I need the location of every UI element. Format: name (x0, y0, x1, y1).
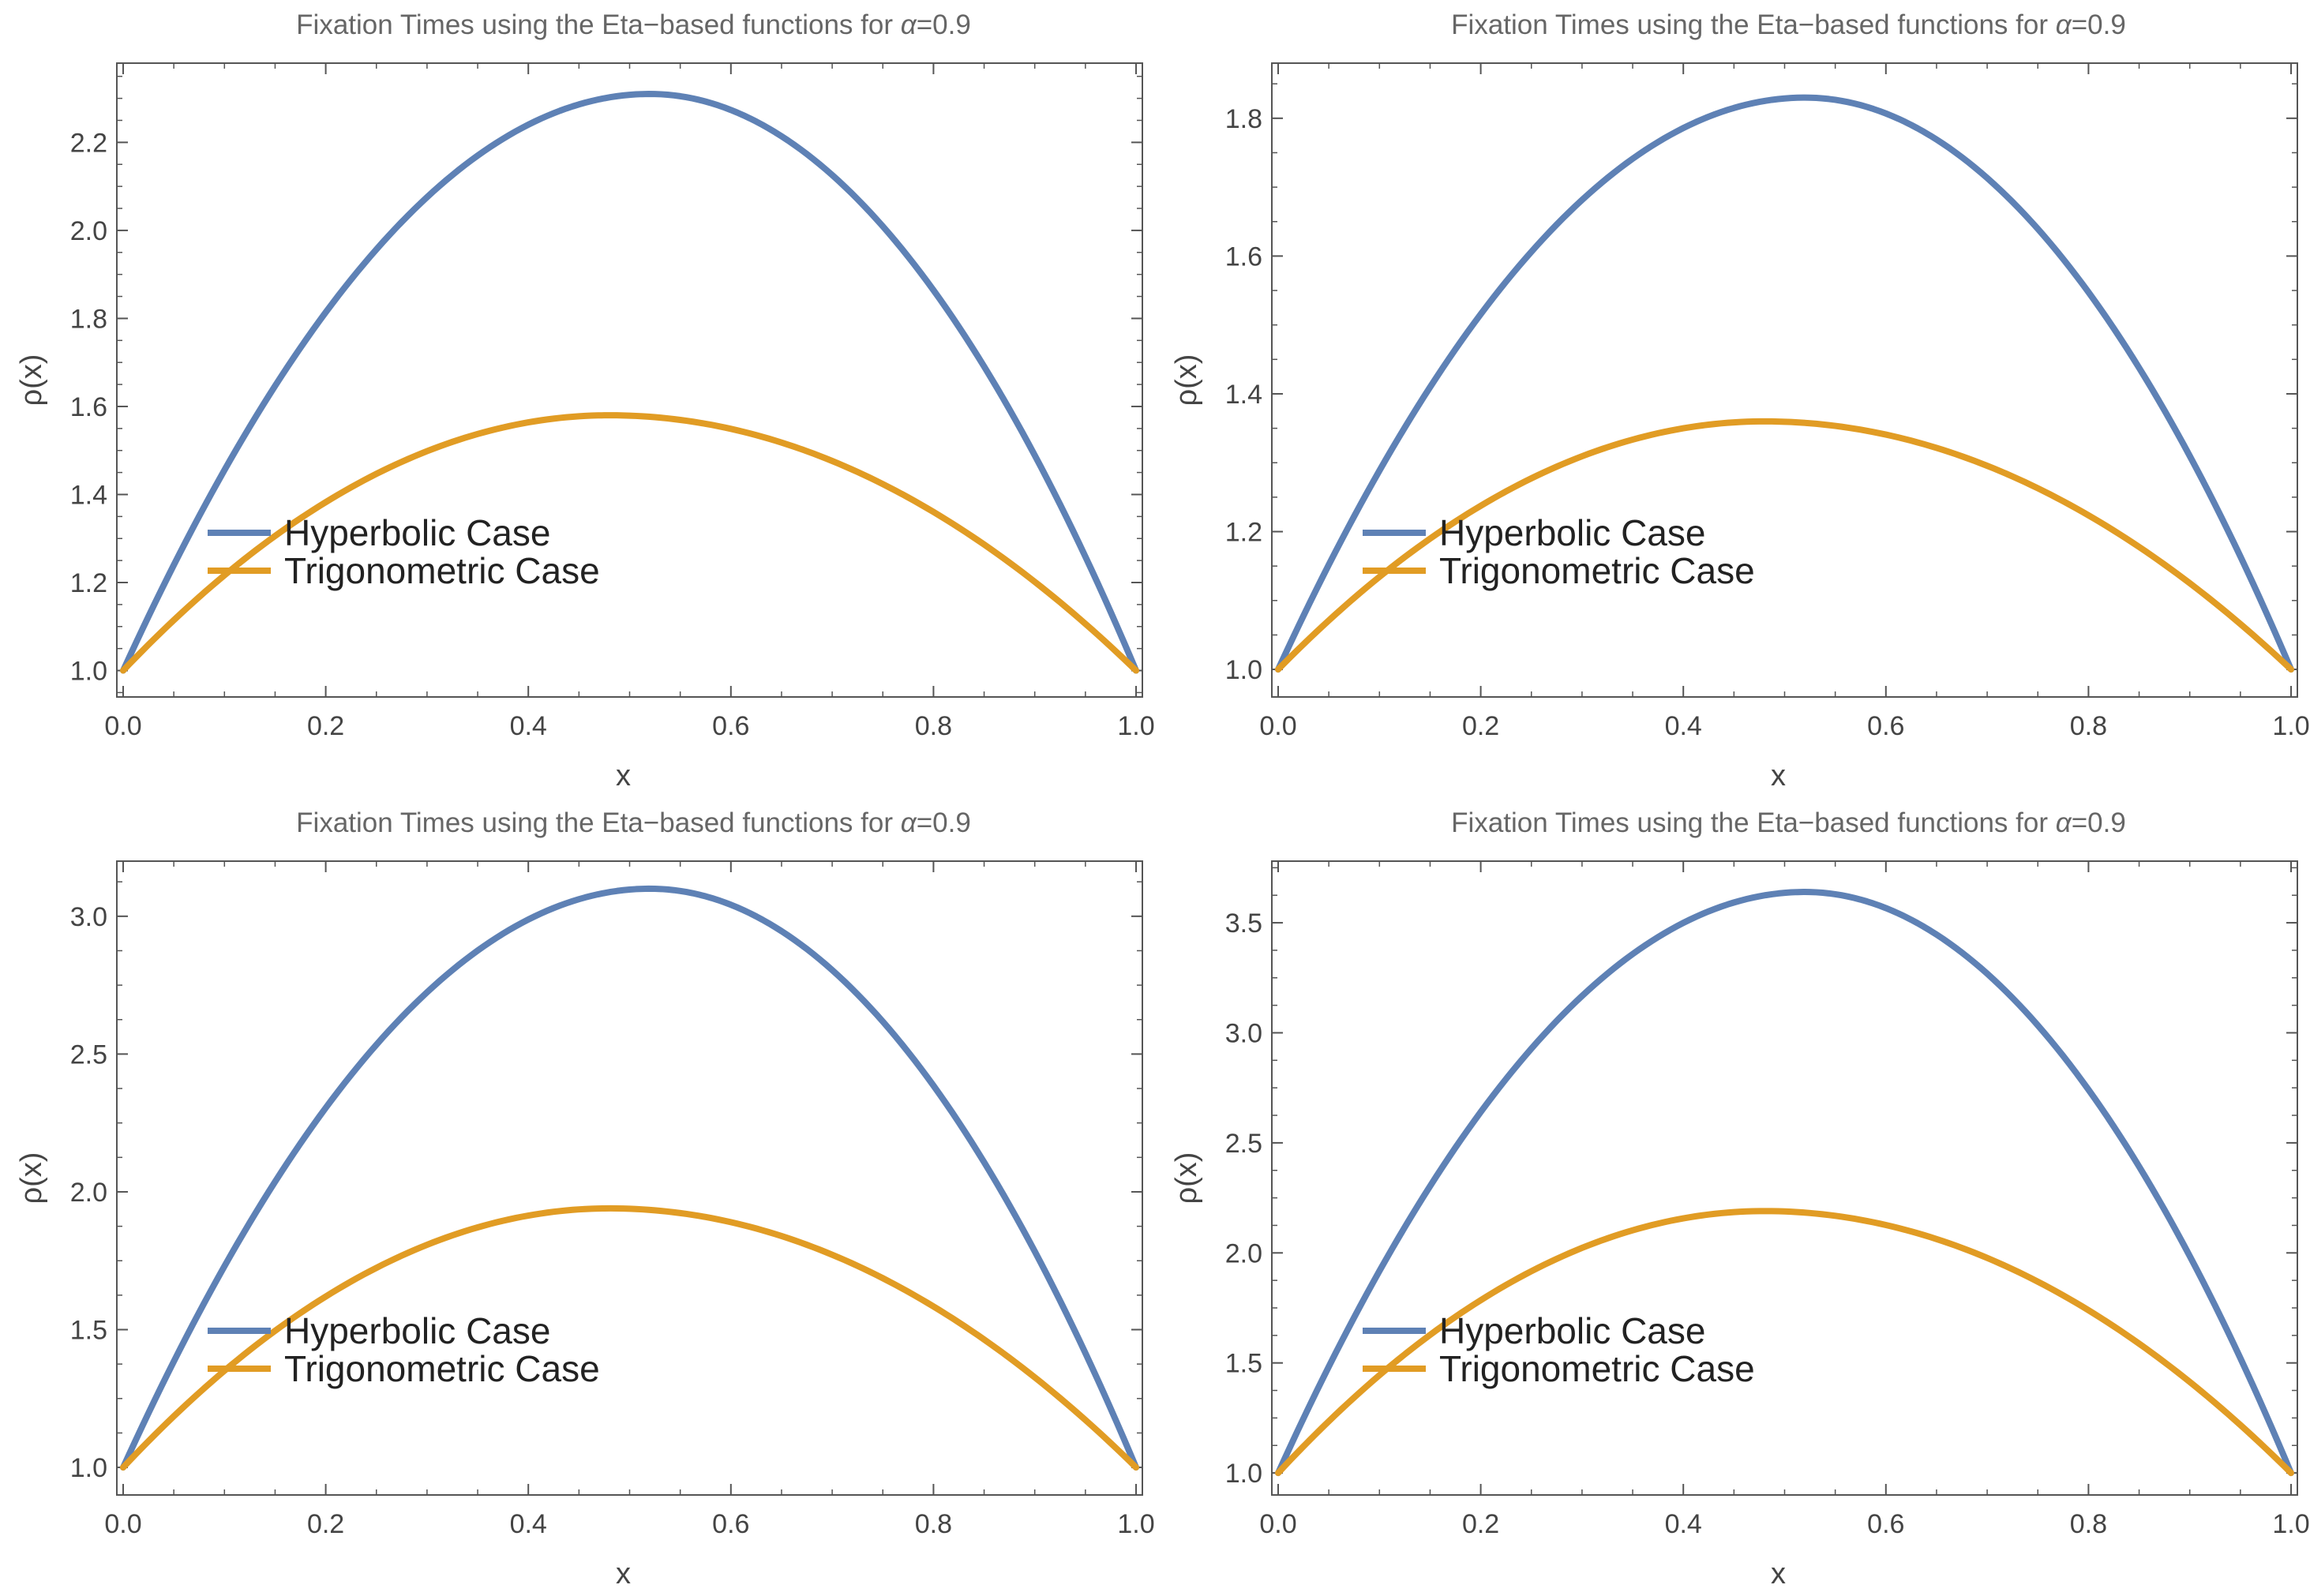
chart-panel-top-right: Fixation Times using the Eta−based funct… (1170, 9, 2310, 792)
x-tick-label: 1.0 (1117, 1509, 1154, 1539)
x-tick-label: 0.8 (915, 1509, 952, 1539)
y-tick-label: 2.0 (70, 1178, 107, 1208)
x-tick-label: 0.0 (104, 1509, 141, 1539)
chart-title-main: Fixation Times using the Eta−based funct… (1451, 9, 2056, 40)
y-tick-label: 1.5 (70, 1316, 107, 1346)
x-tick-label: 0.4 (1665, 711, 1702, 741)
legend-label-hyperbolic: Hyperbolic Case (1439, 512, 1705, 553)
y-tick-label: 2.2 (70, 128, 107, 158)
y-tick-label: 3.0 (1225, 1018, 1262, 1048)
y-tick-label: 1.0 (1225, 655, 1262, 685)
y-axis-label: ρ(x) (15, 354, 48, 406)
chart-title-value: =0.9 (2072, 807, 2126, 838)
x-tick-label: 0.0 (1259, 1509, 1296, 1539)
chart-title-symbol: α (901, 807, 917, 838)
legend-label-hyperbolic: Hyperbolic Case (284, 512, 550, 553)
legend-label-trigonometric: Trigonometric Case (284, 1348, 600, 1389)
legend-label-trigonometric: Trigonometric Case (1439, 1348, 1755, 1389)
legend-label-trigonometric: Trigonometric Case (284, 550, 600, 591)
x-tick-label: 0.0 (104, 711, 141, 741)
legend-label-hyperbolic: Hyperbolic Case (1439, 1310, 1705, 1351)
x-tick-label: 0.6 (1867, 711, 1904, 741)
x-tick-label: 1.0 (2272, 711, 2309, 741)
chart-title: Fixation Times using the Eta−based funct… (296, 9, 971, 40)
series-line-hyperbolic (120, 885, 1139, 1471)
y-tick-label: 1.2 (70, 568, 107, 598)
chart-panel-bottom-right: Fixation Times using the Eta−based funct… (1170, 807, 2310, 1590)
chart-title: Fixation Times using the Eta−based funct… (1451, 9, 2126, 40)
x-axis-label: x (1771, 1557, 1786, 1590)
y-axis-label: ρ(x) (1170, 1152, 1203, 1204)
x-tick-label: 0.2 (307, 1509, 344, 1539)
plot-frame (116, 62, 1143, 698)
chart-title-value: =0.9 (917, 807, 971, 838)
y-tick-label: 1.8 (1225, 104, 1262, 134)
legend-label-hyperbolic: Hyperbolic Case (284, 1310, 550, 1351)
plot-frame (116, 860, 1143, 1496)
x-tick-label: 0.2 (307, 711, 344, 741)
x-tick-label: 0.4 (510, 711, 547, 741)
y-tick-label: 1.0 (1225, 1459, 1262, 1489)
x-tick-label: 0.2 (1462, 711, 1499, 741)
chart-title-symbol: α (2056, 807, 2072, 838)
y-tick-label: 1.0 (70, 657, 107, 687)
x-tick-label: 0.0 (1259, 711, 1296, 741)
series-line-hyperbolic (1275, 889, 2294, 1477)
y-tick-label: 3.0 (70, 902, 107, 932)
x-tick-label: 0.8 (2070, 711, 2107, 741)
chart-panel-bottom-left: Fixation Times using the Eta−based funct… (15, 807, 1155, 1590)
chart-panel-top-left: Fixation Times using the Eta−based funct… (15, 9, 1155, 792)
y-tick-label: 2.0 (1225, 1238, 1262, 1268)
y-tick-label: 1.4 (1225, 380, 1262, 410)
series-line-trigonometric (120, 412, 1139, 674)
y-tick-label: 1.5 (1225, 1349, 1262, 1379)
chart-title-symbol: α (2056, 9, 2072, 40)
series-line-hyperbolic (1275, 94, 2294, 673)
y-tick-label: 1.8 (70, 304, 107, 334)
y-tick-label: 1.6 (1225, 242, 1262, 272)
x-tick-label: 0.6 (712, 1509, 749, 1539)
x-axis-label: x (1771, 759, 1786, 792)
x-tick-label: 0.2 (1462, 1509, 1499, 1539)
x-tick-label: 0.4 (510, 1509, 547, 1539)
chart-title: Fixation Times using the Eta−based funct… (1451, 807, 2126, 838)
y-tick-label: 1.0 (70, 1453, 107, 1483)
chart-title-value: =0.9 (917, 9, 971, 40)
series-line-trigonometric (1275, 1208, 2294, 1477)
x-tick-label: 1.0 (1117, 711, 1154, 741)
x-tick-label: 0.8 (2070, 1509, 2107, 1539)
chart-title-main: Fixation Times using the Eta−based funct… (296, 807, 901, 838)
y-axis-label: ρ(x) (1170, 354, 1203, 406)
y-tick-label: 1.2 (1225, 518, 1262, 548)
x-axis-label: x (616, 1557, 631, 1590)
y-tick-label: 2.5 (1225, 1129, 1262, 1159)
chart-title-symbol: α (901, 9, 917, 40)
y-tick-label: 3.5 (1225, 909, 1262, 938)
y-tick-label: 2.0 (70, 216, 107, 246)
chart-title-main: Fixation Times using the Eta−based funct… (1451, 807, 2056, 838)
x-tick-label: 0.4 (1665, 1509, 1702, 1539)
x-axis-label: x (616, 759, 631, 792)
legend-label-trigonometric: Trigonometric Case (1439, 550, 1755, 591)
series-line-trigonometric (120, 1204, 1139, 1471)
x-tick-label: 1.0 (2272, 1509, 2309, 1539)
series-line-trigonometric (1275, 418, 2294, 673)
x-tick-label: 0.6 (712, 711, 749, 741)
chart-title-value: =0.9 (2072, 9, 2126, 40)
y-axis-label: ρ(x) (15, 1152, 48, 1204)
y-tick-label: 2.5 (70, 1040, 107, 1070)
y-tick-label: 1.6 (70, 392, 107, 422)
y-tick-label: 1.4 (70, 480, 107, 510)
series-line-hyperbolic (120, 91, 1139, 674)
x-tick-label: 0.8 (915, 711, 952, 741)
chart-title-main: Fixation Times using the Eta−based funct… (296, 9, 901, 40)
x-tick-label: 0.6 (1867, 1509, 1904, 1539)
chart-title: Fixation Times using the Eta−based funct… (296, 807, 971, 838)
